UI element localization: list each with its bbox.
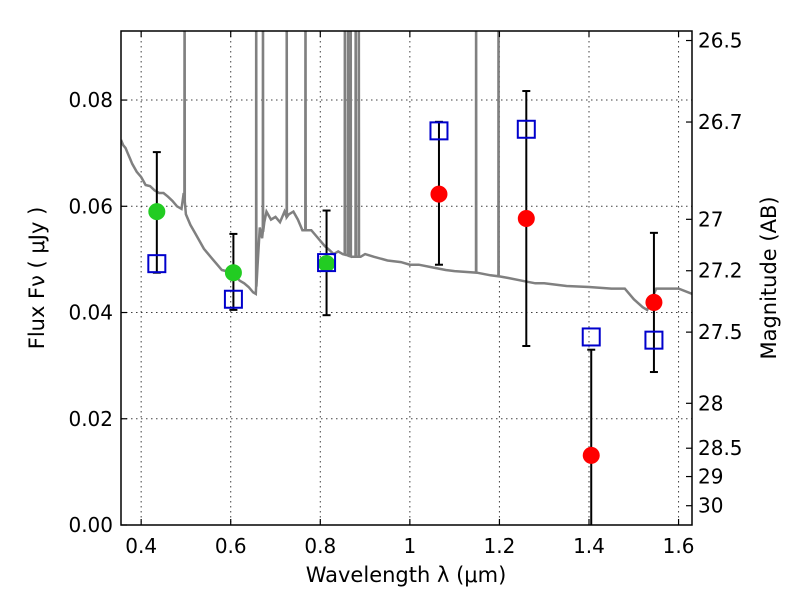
mag-tick-label: 28.5: [698, 436, 743, 460]
grid-lines: [121, 31, 692, 526]
mag-tick-label: 30: [698, 494, 723, 518]
mag-tick-label: 27.5: [698, 320, 743, 344]
x-tick-label: 0.4: [125, 534, 157, 558]
y-axis-label-left: Flux Fν ( μJy ): [25, 207, 49, 350]
model-spectrum-line: [121, 31, 692, 312]
observed-optical-point: [148, 203, 166, 221]
model-photometry-point: [429, 121, 449, 141]
y-tick-label: 0.08: [68, 88, 113, 112]
axis-ticks: [121, 31, 692, 526]
observed-optical-point: [318, 255, 336, 273]
y-tick-label: 0.00: [68, 513, 113, 537]
model-photometry-point: [516, 119, 536, 139]
observed-optical-point: [224, 264, 242, 282]
x-tick-label: 1.6: [663, 534, 695, 558]
mag-tick-label: 27.2: [698, 259, 743, 283]
observed-ir-point: [582, 446, 600, 464]
plot-frame: [120, 30, 693, 526]
model-photometry-point: [581, 327, 601, 347]
x-tick-label: 1.2: [484, 534, 516, 558]
x-tick-label: 1: [403, 534, 416, 558]
mag-tick-label: 27: [698, 207, 723, 231]
y-axis-label-right: Magnitude (AB): [757, 196, 781, 359]
model-photometry-point: [317, 253, 337, 273]
mag-tick-label: 29: [698, 465, 723, 489]
x-tick-label: 0.6: [215, 534, 247, 558]
data-points: [147, 119, 664, 464]
mag-tick-label: 26.5: [698, 29, 743, 53]
x-axis-label: Wavelength λ (μm): [306, 563, 507, 587]
observed-ir-point: [645, 293, 663, 311]
observed-ir-point: [517, 210, 535, 228]
y-tick-label: 0.02: [68, 407, 113, 431]
y-tick-label: 0.04: [68, 301, 113, 325]
x-tick-label: 0.8: [304, 534, 336, 558]
model-photometry-point: [147, 254, 167, 274]
model-photometry-point: [644, 330, 664, 350]
mag-tick-label: 26.7: [698, 110, 743, 134]
mag-tick-label: 28: [698, 391, 723, 415]
y-tick-label: 0.06: [68, 194, 113, 218]
tick-labels: 0.4 0.6 0.8 1 1.2 1.4 1.6 0.00 0.02 0.04 0.06 0.08 2…: [68, 29, 742, 558]
model-spectrum: [121, 31, 692, 312]
model-photometry-point: [223, 289, 243, 309]
observed-ir-point: [430, 185, 448, 203]
x-tick-label: 1.4: [573, 534, 605, 558]
